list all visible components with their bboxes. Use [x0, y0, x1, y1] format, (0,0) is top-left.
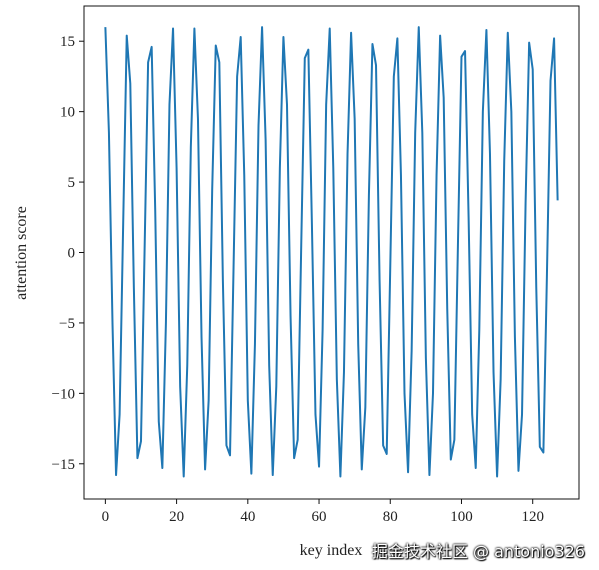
- x-tick-label: 80: [383, 509, 398, 525]
- x-axis-ticks: 0 20 40 60 80 100 120: [102, 499, 544, 525]
- y-axis-ticks: −15 −10 −5 0 5 10 15: [52, 34, 84, 473]
- y-tick-label: −10: [52, 386, 75, 402]
- y-tick-label: 15: [60, 34, 75, 50]
- x-tick-label: 0: [102, 509, 110, 525]
- x-axis-label: key index: [300, 542, 363, 559]
- series-layer: [104, 26, 559, 478]
- y-axis-label: attention score: [13, 206, 30, 300]
- x-tick-label: 100: [450, 509, 473, 525]
- series-line-0: [104, 26, 559, 478]
- x-tick-label: 120: [521, 509, 544, 525]
- watermark: 掘金技术社区 @ antonio326: [371, 542, 585, 561]
- y-tick-label: 5: [68, 175, 76, 191]
- x-tick-label: 40: [240, 509, 255, 525]
- y-tick-label: 10: [60, 105, 75, 121]
- y-tick-label: 0: [68, 246, 76, 262]
- x-tick-label: 20: [169, 509, 184, 525]
- x-tick-label: 60: [312, 509, 327, 525]
- y-tick-label: −5: [59, 316, 75, 332]
- y-tick-label: −15: [52, 457, 75, 473]
